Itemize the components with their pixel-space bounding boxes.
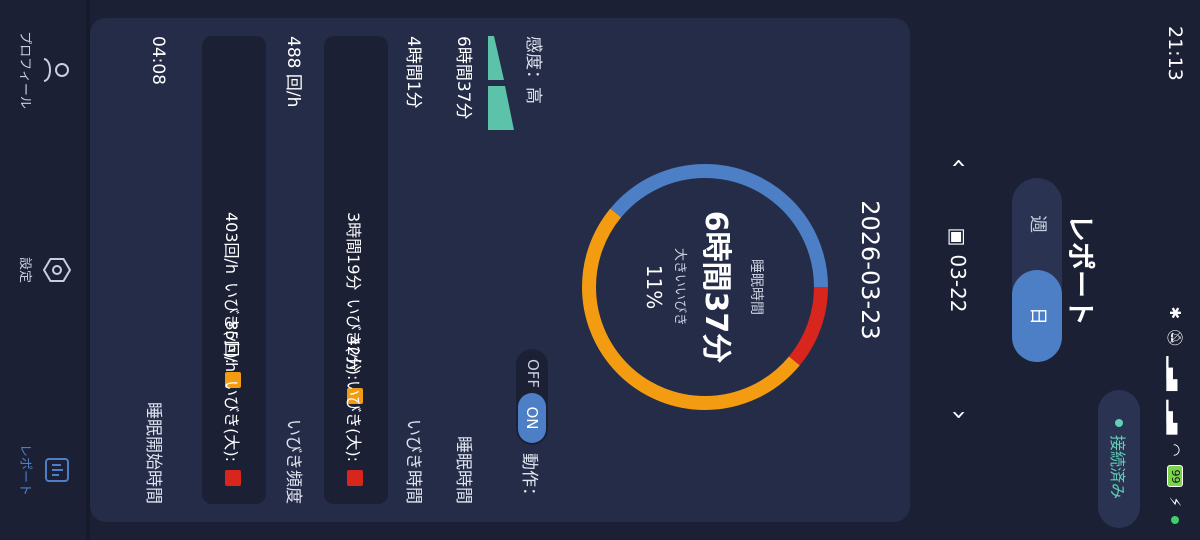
snore-freq-label: いびき頻度 — [283, 419, 303, 504]
snore-freq-value: 488 回/h — [283, 36, 303, 108]
report-date: 2026-03-23 — [856, 200, 884, 340]
ring-label: 睡眠時間 — [748, 259, 765, 315]
signal-icon: ▁▃▅ — [1166, 356, 1184, 391]
snore-time-large-value: 42分 — [344, 335, 363, 373]
tabbar-divider — [86, 0, 90, 540]
tab-report-label: レポート — [17, 443, 32, 496]
connection-badge: 接続済み — [1098, 390, 1140, 528]
sensitivity-value: 高 — [523, 87, 543, 104]
snore-freq-large-value: 85回/h — [222, 320, 241, 373]
selected-date: 03-22 — [946, 254, 970, 313]
page-title: レポート — [1064, 213, 1097, 326]
battery-icon: 99 — [1167, 465, 1183, 488]
mute-icon: 🔕︎ — [1166, 328, 1184, 348]
sleep-ring-chart: 睡眠時間 6時間37分 大きいいびき 11% — [578, 160, 832, 414]
bottom-tab-bar: プロフィール 設定 レポート — [0, 0, 86, 540]
large-legend-swatch-2 — [225, 470, 241, 486]
motion-off: OFF — [524, 359, 542, 389]
snore-freq-large-label: いびき(大): — [222, 380, 241, 462]
tab-day[interactable]: 日 — [1012, 270, 1062, 362]
connection-label: 接続済み — [1108, 434, 1127, 499]
sleep-start-label: 睡眠開始時間 — [143, 402, 163, 504]
snore-time-value: 4時間1分 — [403, 36, 423, 109]
report-card: 2026-03-23 睡眠時間 6時間37分 大きいいびき 11% 感度：高 O… — [90, 18, 910, 522]
status-bar: 21:13 ✱ 🔕︎ ▁▃▅ ▁▃▅ ◠ 99 ⚡ — [1148, 0, 1200, 540]
ring-value: 6時間37分 — [698, 210, 734, 364]
snore-freq-large: 85回/h いびき(大): — [221, 320, 245, 486]
ring-svg — [582, 164, 828, 410]
status-icons: ✱ 🔕︎ ▁▃▅ ▁▃▅ ◠ 99 ⚡ — [1166, 307, 1184, 524]
sleep-start-value: 04:08 — [148, 36, 168, 85]
motion-on: ON — [518, 393, 546, 443]
wifi-icon: ◠ — [1166, 443, 1184, 457]
calendar-icon: ▣ — [946, 227, 970, 247]
sensitivity-bar-high — [488, 86, 514, 130]
prev-date-chevron-icon[interactable]: › — [944, 409, 974, 420]
snore-time-large-label: いびき(大): — [344, 380, 363, 462]
hexagon-settings-icon — [42, 258, 72, 282]
motion-setting: OFF ON 動作： — [516, 349, 548, 504]
status-time: 21:13 — [1164, 26, 1186, 81]
date-picker[interactable]: ▣ 03-22 — [946, 0, 970, 540]
snore-time-breakdown: 3時間19分 いびき(小): 42分 いびき(大): — [324, 36, 388, 504]
tab-settings[interactable]: 設定 — [17, 210, 72, 330]
sensitivity-label: 感度： — [523, 36, 543, 87]
period-toggle: 週 日 — [1012, 178, 1062, 362]
ring-percent: 11% — [642, 264, 667, 310]
tab-profile-label: プロフィール — [17, 31, 32, 109]
report-icon — [45, 458, 69, 482]
charging-icon: ⚡ — [1166, 496, 1184, 507]
ring-segment-2 — [582, 164, 828, 410]
ring-center: 睡眠時間 6時間37分 大きいいびき 11% — [578, 160, 832, 414]
ring-sub-label: 大きいいびき — [672, 247, 688, 326]
date-navigator: ‹ ▣03-22 › — [932, 0, 982, 540]
sensitivity-setting[interactable]: 感度：高 — [523, 36, 548, 176]
motion-switch[interactable]: OFF ON — [516, 349, 548, 445]
snore-time-small-value: 3時間19分 — [344, 212, 363, 291]
sensitivity-level-icon — [488, 36, 514, 130]
snore-freq-small-value: 403回/h — [222, 212, 241, 275]
motion-label: 動作： — [519, 453, 540, 504]
ring-segment-1 — [582, 164, 828, 410]
tab-report[interactable]: レポート — [17, 410, 72, 530]
bluetooth-icon: ✱ — [1166, 306, 1184, 320]
snore-time-label: いびき時間 — [403, 419, 423, 504]
tab-profile[interactable]: プロフィール — [17, 10, 72, 130]
sensitivity-bar-low — [488, 36, 504, 80]
snore-time-large: 42分 いびき(大): — [343, 336, 367, 486]
sleep-time-value: 6時間37分 — [453, 36, 473, 120]
tab-settings-label: 設定 — [17, 256, 32, 283]
snore-freq-breakdown: 403回/h いびき(小): 85回/h いびき(大): — [202, 36, 266, 504]
privacy-dot-icon — [1171, 516, 1179, 524]
sleep-time-label: 睡眠時間 — [453, 436, 473, 504]
connected-dot-icon — [1115, 418, 1123, 427]
signal-icon-2: ▁▃▅ — [1166, 399, 1184, 435]
large-legend-swatch — [347, 470, 363, 486]
tab-week[interactable]: 週 — [1027, 215, 1048, 233]
user-icon — [43, 58, 69, 82]
